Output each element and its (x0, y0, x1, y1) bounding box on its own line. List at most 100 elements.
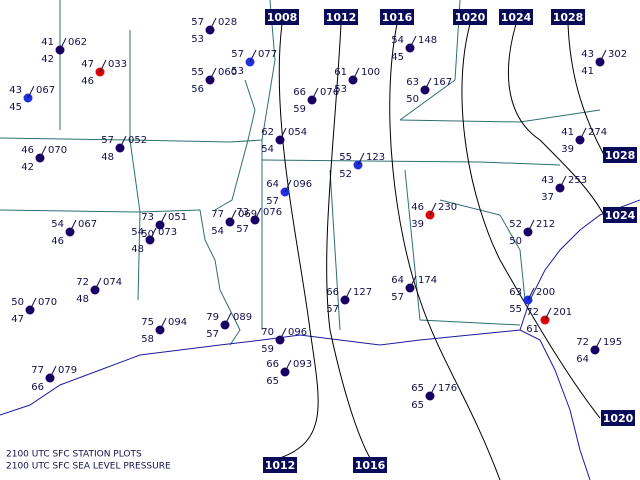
isobar-label: 1016 (355, 459, 386, 472)
border (129, 30, 141, 301)
wind-barb (311, 87, 319, 101)
pressure: 200 (536, 287, 555, 298)
station-plot: 41 42 062 (41, 37, 87, 65)
temperature: 77 (211, 209, 224, 220)
station-plot: 55 56 060 (191, 67, 237, 95)
dewpoint: 57 (391, 292, 404, 303)
temperature: 73 (141, 212, 154, 223)
pressure: 096 (288, 327, 307, 338)
isobar-label-box (324, 9, 358, 25)
station-plot: 50 47 070 (11, 297, 57, 325)
dewpoint: 42 (41, 54, 54, 65)
temperature: 75 (141, 317, 154, 328)
temperature: 77 (31, 365, 44, 376)
isobar-label-box (603, 147, 637, 163)
isobar-label: 1024 (501, 11, 532, 24)
isobar-label-box (453, 9, 487, 25)
pressure: 069 (238, 209, 257, 220)
dewpoint: 48 (131, 244, 144, 255)
dewpoint: 48 (101, 152, 114, 163)
border (214, 79, 256, 211)
temperature: 52 (509, 219, 522, 230)
temperature: 46 (21, 145, 34, 156)
coast (0, 329, 591, 480)
temperature: 66 (293, 87, 306, 98)
station-plot: 70 59 096 (261, 327, 307, 355)
pressure: 062 (68, 37, 87, 48)
dewpoint: 66 (31, 382, 44, 393)
dewpoint: 53 (334, 84, 347, 95)
isobar-label: 1008 (267, 11, 298, 24)
pressure: 123 (366, 152, 385, 163)
station-plot: 72 64 195 (576, 337, 622, 365)
temperature: 79 (206, 312, 219, 323)
temperature: 66 (326, 287, 339, 298)
dewpoint: 46 (81, 76, 94, 87)
dewpoint: 57 (266, 196, 279, 207)
pressure: 230 (438, 202, 457, 213)
wind-barb (49, 365, 57, 379)
isobar (326, 23, 371, 459)
wind-barb (284, 359, 292, 373)
isobar (389, 23, 501, 480)
pressure: 174 (418, 275, 437, 286)
wind-barb (429, 202, 437, 216)
pressure: 094 (168, 317, 187, 328)
temperature: 63 (509, 287, 522, 298)
wind-barb (159, 212, 167, 226)
station-plot: 57 48 052 (101, 135, 147, 163)
wind-barb (352, 67, 360, 81)
border (261, 159, 561, 166)
station-plot: 43 37 253 (541, 175, 587, 203)
dewpoint: 57 (326, 304, 339, 315)
station-plot: 62 54 054 (261, 127, 307, 155)
isobar-label-box (601, 410, 635, 426)
wind-barb (409, 275, 417, 289)
wind-barb (279, 327, 287, 341)
temperature: 73 (236, 207, 249, 218)
dewpoint: 54 (261, 144, 274, 155)
dewpoint: 61 (526, 324, 539, 335)
dewpoint: 58 (141, 334, 154, 345)
wind-barb (99, 59, 107, 73)
wind-barb (357, 152, 365, 166)
border (404, 169, 521, 326)
temperature: 50 (11, 297, 24, 308)
dewpoint: 57 (206, 329, 219, 340)
border (199, 209, 241, 346)
station-plot: 54 45 148 (391, 35, 437, 63)
wind-barb (527, 219, 535, 233)
temperature: 47 (81, 59, 94, 70)
wind-barb (119, 135, 127, 149)
isobar-labels: 1008 1012 1016 1020 1024 1028 1028 1024 1020 1012… (263, 9, 637, 473)
wind-barb (254, 207, 262, 221)
station-plot: 63 50 167 (406, 77, 452, 105)
dewpoint: 59 (261, 344, 274, 355)
dewpoint: 54 (211, 226, 224, 237)
station-plot: 77 54 069 (211, 209, 257, 237)
isobar-label-box (603, 207, 637, 223)
station-plot: 77 66 079 (31, 365, 77, 393)
wind-barb (344, 287, 352, 301)
wind-barb (59, 37, 67, 51)
dewpoint: 57 (236, 224, 249, 235)
dewpoint: 59 (293, 104, 306, 115)
temperature: 55 (191, 67, 204, 78)
dewpoint: 55 (509, 304, 522, 315)
dewpoint: 53 (231, 66, 244, 77)
wind-barb (149, 227, 157, 241)
temperature: 63 (406, 77, 419, 88)
caption: 2100 UTC SFC STATION PLOTS (6, 450, 142, 460)
isobar (461, 23, 601, 419)
station-plot: 65 65 176 (411, 383, 457, 411)
temperature: 62 (261, 127, 274, 138)
pressure: 028 (218, 17, 237, 28)
wind-barb (224, 312, 232, 326)
isobar-label: 1012 (326, 11, 357, 24)
station-plot: 61 53 100 (334, 67, 380, 95)
dewpoint: 47 (11, 314, 24, 325)
wind-barb (94, 277, 102, 291)
border (329, 169, 341, 331)
